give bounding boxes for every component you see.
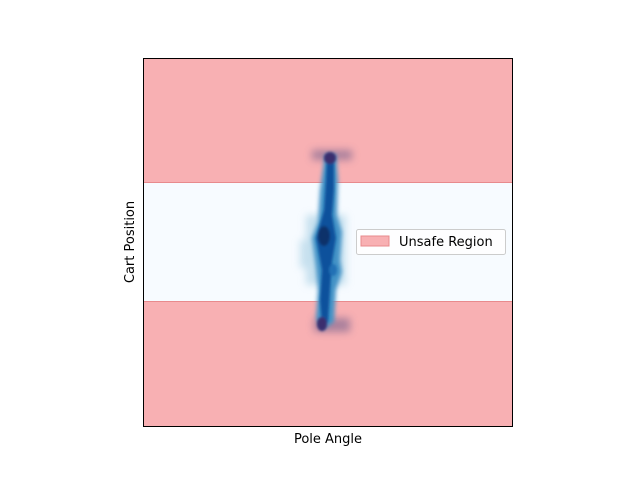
legend: Unsafe Region bbox=[356, 229, 506, 255]
plot-frame bbox=[143, 58, 513, 427]
legend-label-unsafe-region: Unsafe Region bbox=[399, 235, 493, 250]
legend-box bbox=[356, 229, 506, 255]
y-axis-label: Cart Position bbox=[123, 201, 138, 283]
density-heatmap bbox=[300, 150, 352, 332]
x-axis-label: Pole Angle bbox=[294, 432, 362, 447]
legend-swatch-unsafe-region bbox=[360, 235, 390, 247]
